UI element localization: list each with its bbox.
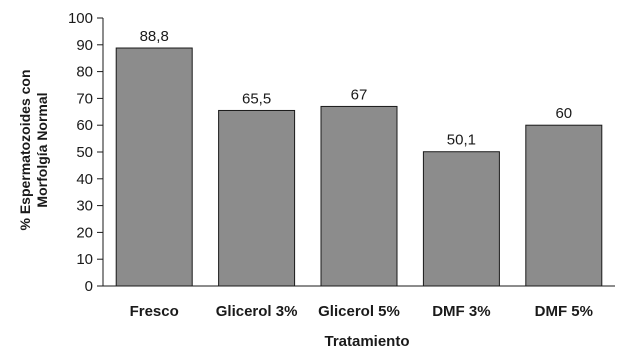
bar	[115, 47, 193, 287]
data-labels: 88,8 65,5 67 50,1 60	[140, 28, 573, 149]
data-label: 88,8	[140, 28, 169, 45]
y-tick-label: 90	[76, 37, 93, 54]
bar	[320, 105, 398, 287]
y-tick-label: 60	[76, 117, 93, 134]
x-axis-tick-labels: Fresco Glicerol 3% Glicerol 5% DMF 3% DMF 5%	[130, 303, 593, 320]
data-label: 60	[555, 105, 572, 122]
y-axis-title-line-2: Morfolgía Normal	[34, 92, 50, 207]
y-axis-title-line-1: % Espermatozoides con	[17, 69, 33, 230]
y-tick-label: 0	[85, 278, 93, 295]
data-label: 67	[351, 86, 368, 103]
y-axis-title: % Espermatozoides con Morfolgía Normal	[17, 69, 50, 230]
y-tick-label: 40	[76, 171, 93, 188]
x-tick-label: DMF 3%	[432, 303, 490, 320]
y-tick-label: 30	[76, 198, 93, 215]
bar	[422, 151, 500, 287]
x-tick-label: Glicerol 3%	[216, 303, 298, 320]
bar	[525, 124, 603, 287]
y-tick-label: 20	[76, 224, 93, 241]
y-tick-label: 100	[68, 10, 93, 27]
y-tick-label: 80	[76, 64, 93, 81]
y-tick-label: 10	[76, 251, 93, 268]
bar	[218, 109, 296, 287]
y-axis-ticks: 0 10 20 30 40 50 60 70 80 90 100	[68, 10, 103, 295]
x-tick-label: DMF 5%	[535, 303, 593, 320]
data-label: 50,1	[447, 132, 476, 149]
x-tick-label: Fresco	[130, 303, 179, 320]
data-label: 65,5	[242, 90, 271, 107]
x-tick-label: Glicerol 5%	[318, 303, 400, 320]
y-tick-label: 70	[76, 90, 93, 107]
x-axis-title: Tratamiento	[324, 333, 409, 350]
bars	[115, 47, 603, 287]
y-tick-label: 50	[76, 144, 93, 161]
